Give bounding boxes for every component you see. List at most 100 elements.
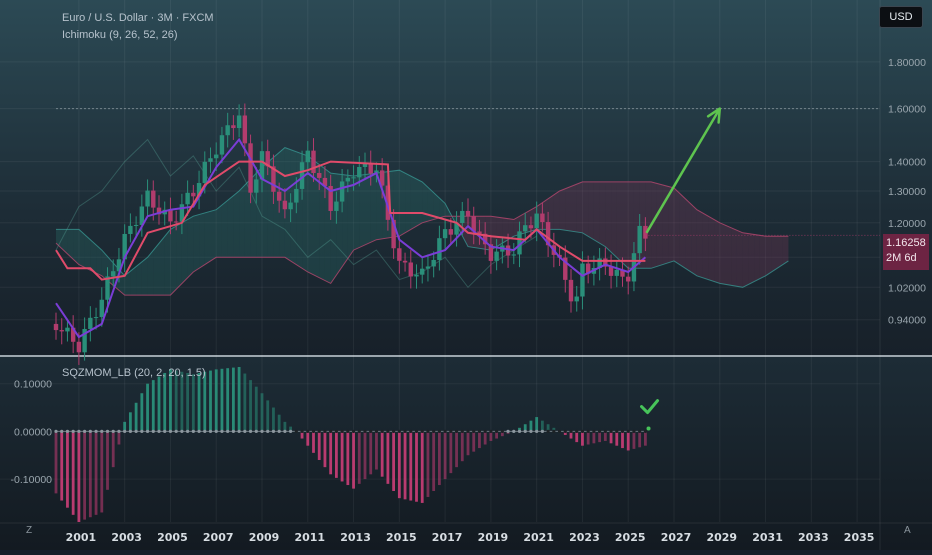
ichimoku-label: Ichimoku (9, 26, 52, 26) — [62, 29, 178, 41]
momentum-bar — [397, 431, 401, 499]
momentum-bar — [575, 431, 579, 443]
candle-body — [133, 224, 139, 226]
squeeze-dot — [552, 429, 556, 433]
y-tick-label: 1.30000 — [888, 186, 926, 198]
candle-body — [328, 185, 333, 211]
squeeze-dot — [346, 429, 350, 433]
momentum-bar — [266, 400, 270, 432]
ichimoku-cloud-segment — [376, 172, 383, 240]
squeeze-dot — [632, 429, 636, 433]
candle-body — [99, 299, 104, 318]
momentum-bar — [226, 368, 230, 432]
ichimoku-cloud-segment — [164, 229, 171, 296]
auto-scale-button[interactable]: A — [904, 525, 911, 536]
squeeze-dot — [111, 429, 115, 433]
momentum-bar — [277, 414, 281, 432]
momentum-bar — [128, 412, 132, 432]
squeeze-dot — [575, 429, 579, 433]
momentum-bar — [169, 369, 172, 432]
candle-body — [574, 296, 579, 302]
squeeze-dot — [294, 429, 298, 433]
momentum-bar — [455, 431, 458, 468]
ichimoku-cloud-segment — [56, 229, 62, 249]
ichimoku-cloud-segment — [736, 230, 743, 288]
squeeze-dot — [414, 429, 419, 433]
momentum-bar — [609, 431, 613, 444]
squeeze-dot — [220, 429, 224, 433]
ichimoku-cloud-segment — [702, 212, 709, 280]
momentum-bar — [186, 372, 190, 432]
candle-body — [517, 231, 522, 255]
candle-body — [637, 225, 642, 254]
squeeze-dot — [140, 429, 144, 433]
ichimoku-cloud-segment — [262, 162, 268, 258]
ichimoku-cloud-segment — [227, 195, 234, 258]
squeeze-dot — [495, 429, 499, 433]
ichimoku-cloud-segment — [159, 236, 165, 296]
ichimoku-cloud-segment — [754, 234, 760, 282]
ichimoku-cloud-segment — [593, 181, 600, 244]
y-tick-label: 1.60000 — [888, 104, 926, 116]
osc-y-tick-label: 0.10000 — [14, 379, 52, 391]
squeeze-dot — [369, 429, 373, 433]
momentum-bar — [220, 368, 224, 432]
x-tick-label: 2033 — [798, 531, 829, 544]
zoom-reset-button[interactable]: Z — [26, 525, 33, 536]
ichimoku-cloud-segment — [130, 266, 137, 296]
candle-body — [528, 225, 534, 229]
currency-button[interactable]: USD — [879, 6, 923, 28]
projection-arrow-line — [645, 107, 721, 234]
candle-body — [145, 190, 150, 207]
ichimoku-cloud-segment — [628, 181, 634, 269]
ichimoku-cloud-segment — [422, 181, 428, 223]
x-tick-label: 2035 — [844, 531, 875, 544]
squeeze-dot — [168, 429, 173, 433]
x-tick-label: 2001 — [66, 531, 97, 544]
candle-body — [65, 327, 70, 332]
y-tick-label: 1.02000 — [888, 282, 926, 294]
squeeze-dot — [340, 429, 344, 433]
candle-body — [156, 207, 162, 215]
candle-body — [643, 225, 648, 239]
squeeze-dot — [329, 429, 333, 433]
momentum-bar — [357, 431, 361, 484]
symbol-title: Euro / U.S. Dollar · 3M · FXCM — [62, 12, 214, 24]
squeeze-dot — [598, 429, 602, 433]
momentum-bar — [432, 431, 436, 491]
momentum-bar — [352, 431, 355, 489]
ichimoku-cloud-segment — [239, 184, 245, 258]
candle-body — [494, 251, 499, 261]
candle-body — [185, 192, 190, 205]
ichimoku-cloud-segment — [433, 192, 440, 220]
candle-body — [259, 151, 265, 180]
y-tick-label: 1.40000 — [888, 157, 926, 169]
squeeze-dot — [334, 429, 338, 433]
momentum-bar — [638, 431, 642, 448]
candle-body — [620, 269, 625, 277]
candle-body — [585, 263, 591, 274]
ichimoku-cloud-segment — [719, 222, 726, 285]
squeeze-dot — [157, 429, 161, 433]
squeeze-dot — [460, 429, 464, 433]
ichimoku-cloud-segment — [622, 181, 629, 269]
squeeze-dot — [283, 429, 287, 433]
momentum-bar — [243, 373, 247, 432]
squeeze-dot — [88, 429, 92, 433]
candle-body — [351, 177, 356, 179]
momentum-bar — [100, 431, 104, 513]
candle-body — [482, 233, 488, 245]
candle-body — [242, 115, 248, 144]
candle-body — [568, 279, 574, 302]
ichimoku-cloud-segment — [96, 244, 102, 276]
momentum-bar — [157, 376, 161, 432]
squeeze-dot — [523, 429, 527, 433]
momentum-bar — [71, 431, 75, 515]
ichimoku-cloud-segment — [765, 236, 772, 276]
ichimoku-cloud-segment — [576, 181, 583, 233]
momentum-bar — [106, 431, 109, 490]
ichimoku-cloud-segment — [490, 216, 497, 251]
candle-body — [454, 223, 459, 235]
momentum-bar — [146, 383, 149, 432]
